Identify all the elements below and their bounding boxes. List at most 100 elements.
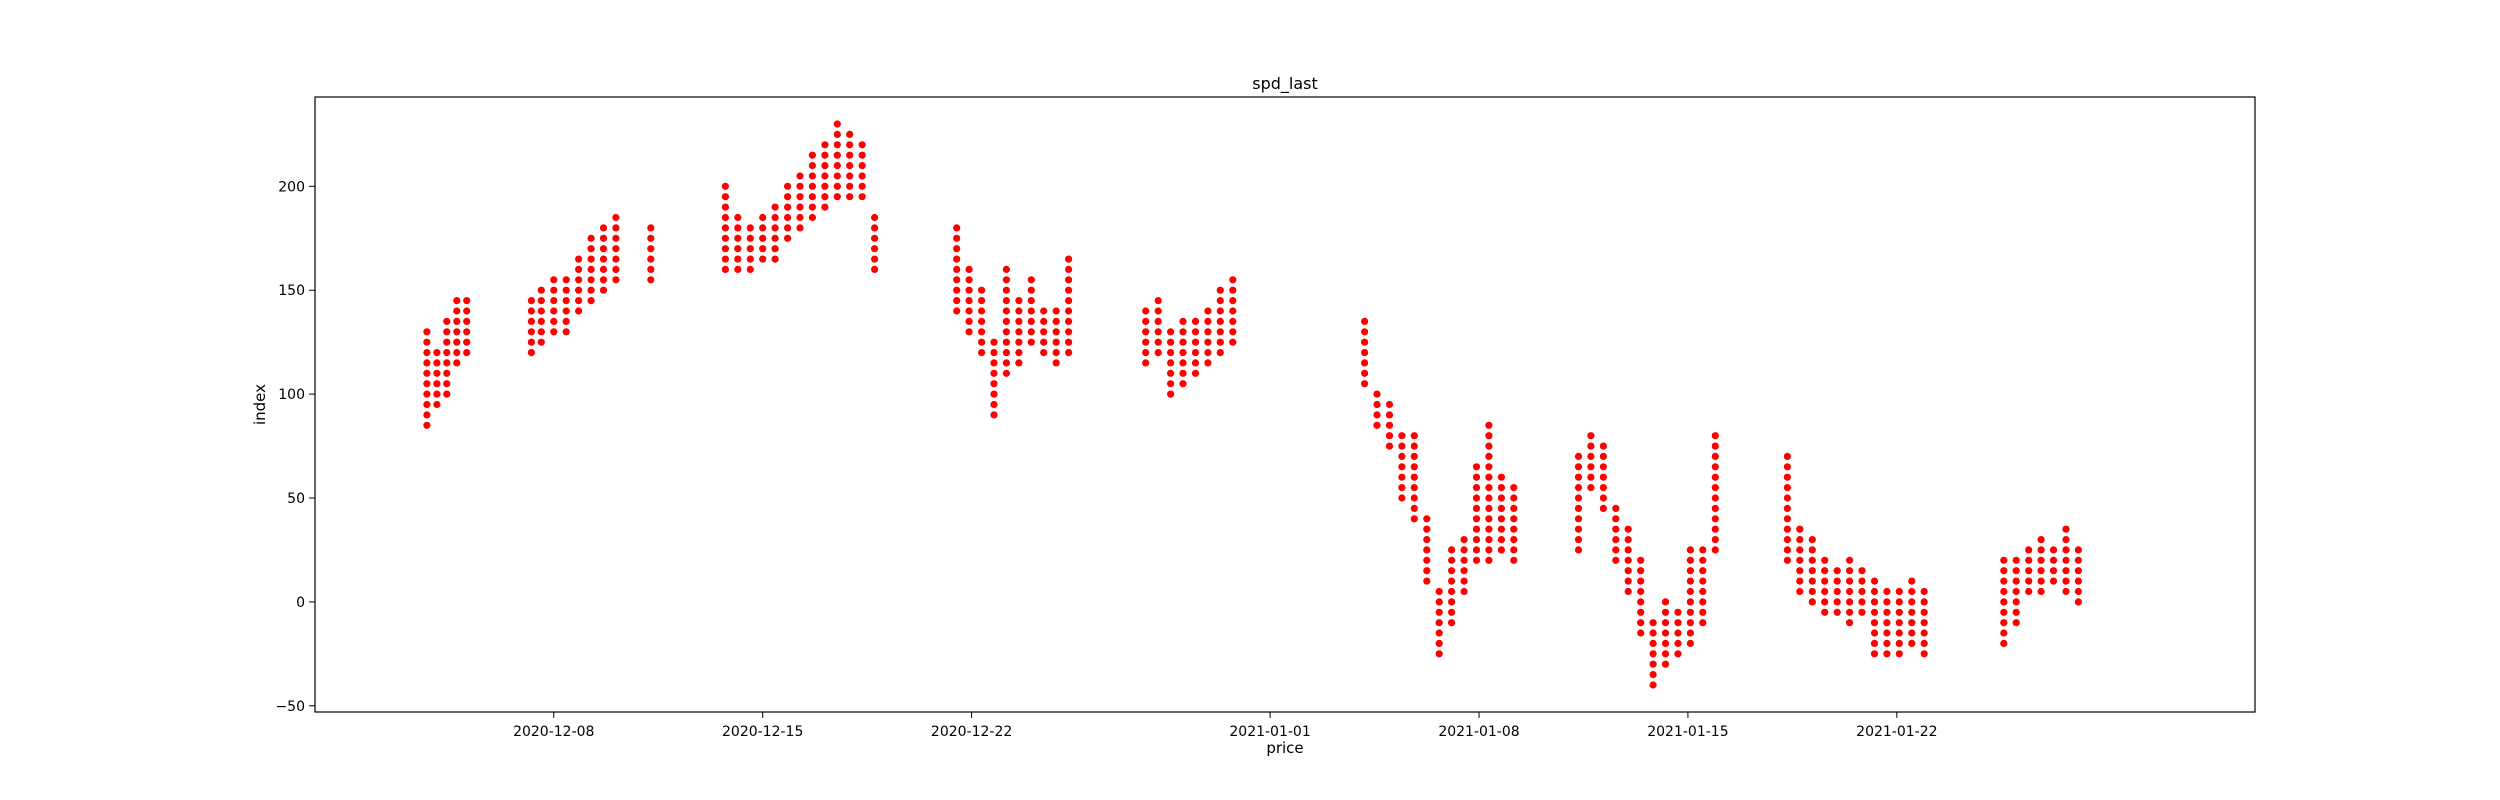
data-point (1599, 463, 1607, 471)
data-point (612, 213, 620, 222)
data-point (550, 276, 558, 284)
data-point (1179, 349, 1187, 357)
data-point (1674, 619, 1682, 627)
data-point (2000, 639, 2008, 648)
data-point (1065, 338, 1073, 346)
data-point (953, 224, 961, 232)
data-point (1167, 390, 1175, 398)
data-point (1574, 473, 1583, 481)
data-point (562, 307, 570, 315)
data-point (1448, 546, 1456, 554)
data-point (1423, 536, 1431, 544)
data-point (1485, 494, 1493, 502)
data-point (1624, 546, 1632, 554)
data-point (1410, 452, 1418, 460)
data-point (1435, 639, 1443, 648)
data-point (527, 307, 536, 315)
y-tick-label: 100 (278, 387, 305, 403)
data-point (1179, 359, 1187, 367)
data-point (453, 317, 461, 325)
data-point (1015, 307, 1023, 315)
data-point (1649, 671, 1657, 679)
data-point (1229, 297, 1237, 305)
data-point (647, 276, 655, 284)
data-point (1783, 556, 1791, 564)
data-point (2074, 587, 2082, 596)
data-point (1510, 494, 1518, 502)
data-point (1846, 577, 1854, 585)
data-point (1361, 317, 1369, 325)
data-point (1167, 338, 1175, 346)
data-point (833, 193, 841, 201)
data-point (2025, 546, 2033, 554)
data-point (2062, 567, 2070, 575)
data-point (575, 276, 583, 284)
data-point (1510, 484, 1518, 492)
data-point (1167, 359, 1175, 367)
data-point (1686, 639, 1694, 648)
data-point (784, 182, 792, 190)
data-point (1686, 629, 1694, 637)
data-point (2025, 587, 2033, 596)
data-point (1435, 629, 1443, 637)
data-point (1858, 577, 1866, 585)
data-point (527, 338, 536, 346)
data-point (599, 224, 608, 232)
data-point (2025, 567, 2033, 575)
data-point (2062, 577, 2070, 585)
data-point (1661, 660, 1670, 668)
data-point (1674, 650, 1682, 658)
data-point (1599, 504, 1607, 512)
data-point (1398, 432, 1406, 440)
data-point (1783, 473, 1791, 481)
y-tick-label: 200 (278, 179, 305, 195)
data-point (1821, 556, 1829, 564)
data-point (1460, 556, 1468, 564)
data-point (433, 380, 441, 388)
data-point (1002, 265, 1011, 273)
data-point (550, 297, 558, 305)
data-point (1908, 619, 1916, 627)
data-point (1204, 307, 1212, 315)
data-point (443, 349, 451, 357)
data-point (1485, 432, 1493, 440)
data-point (1154, 317, 1162, 325)
data-point (1385, 421, 1394, 429)
data-point (1833, 577, 1841, 585)
data-point (1002, 276, 1011, 284)
data-point (453, 359, 461, 367)
data-point (721, 234, 730, 242)
data-point (2000, 567, 2008, 575)
data-point (1497, 515, 1505, 523)
data-point (2037, 556, 2045, 564)
data-point (2012, 556, 2020, 564)
data-point (1870, 587, 1879, 596)
data-point (1448, 556, 1456, 564)
data-point (808, 151, 817, 159)
data-point (1040, 317, 1048, 325)
data-point (1637, 619, 1645, 627)
data-point (599, 276, 608, 284)
data-point (2000, 598, 2008, 606)
data-point (1398, 442, 1406, 450)
data-point (2000, 587, 2008, 596)
data-point (1373, 390, 1381, 398)
data-point (423, 421, 431, 429)
data-point (1216, 307, 1224, 315)
data-point (1065, 255, 1073, 263)
y-axis-ticks: −50 0 50 100 150 200 (275, 179, 315, 715)
data-point (965, 286, 973, 294)
data-point (1373, 421, 1381, 429)
data-point (1065, 276, 1073, 284)
data-point (1229, 286, 1237, 294)
data-point (1574, 515, 1583, 523)
data-point (1052, 338, 1060, 346)
data-point (821, 182, 829, 190)
data-point (1398, 494, 1406, 502)
data-point (1216, 349, 1224, 357)
data-point (1065, 328, 1073, 336)
data-point (746, 265, 754, 273)
data-point (443, 359, 451, 367)
data-point (1497, 494, 1505, 502)
data-point (1686, 556, 1694, 564)
